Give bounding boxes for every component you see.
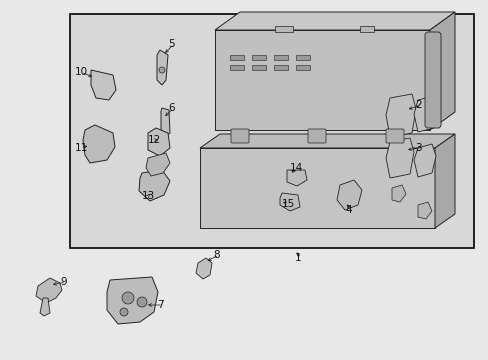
Text: 13: 13 [142,191,155,201]
Polygon shape [434,134,454,228]
Text: 11: 11 [75,143,88,153]
Text: 10: 10 [75,67,88,77]
Polygon shape [161,108,170,136]
Text: 6: 6 [168,103,174,113]
FancyBboxPatch shape [424,32,440,128]
Circle shape [137,297,147,307]
Text: 7: 7 [157,300,163,310]
Polygon shape [146,153,170,176]
Polygon shape [91,70,116,100]
Polygon shape [385,94,415,137]
Polygon shape [196,258,212,279]
Polygon shape [385,138,413,178]
Circle shape [120,308,128,316]
Text: 9: 9 [60,277,66,287]
Circle shape [159,67,164,73]
Polygon shape [417,202,431,219]
Polygon shape [286,170,306,186]
Polygon shape [413,96,437,132]
Bar [70,14,473,248]
Polygon shape [391,185,405,202]
Polygon shape [148,128,170,156]
FancyBboxPatch shape [385,129,403,143]
Text: 8: 8 [213,250,219,260]
Polygon shape [413,144,435,177]
Polygon shape [36,278,62,303]
Bar [229,65,244,70]
Polygon shape [280,193,299,211]
FancyBboxPatch shape [307,129,325,143]
Text: 3: 3 [414,143,421,153]
Polygon shape [429,12,454,130]
Polygon shape [83,125,115,163]
Bar [251,65,265,70]
Bar [273,55,287,60]
Polygon shape [215,30,429,130]
Polygon shape [40,298,50,316]
Circle shape [122,292,134,304]
Bar [295,65,309,70]
Bar [200,148,434,228]
Bar [273,65,287,70]
Text: 1: 1 [294,253,301,263]
FancyBboxPatch shape [230,129,248,143]
Text: 12: 12 [148,135,161,145]
Polygon shape [139,170,170,201]
Bar [295,55,309,60]
Text: 15: 15 [282,199,295,209]
Bar [251,55,265,60]
Bar [359,26,373,32]
Text: 14: 14 [289,163,303,173]
Polygon shape [200,134,454,148]
Polygon shape [107,277,158,324]
Bar [229,55,244,60]
Polygon shape [157,50,168,85]
Text: 4: 4 [345,205,351,215]
Bar [274,26,292,32]
Polygon shape [336,180,361,210]
Polygon shape [215,12,454,30]
Text: 5: 5 [168,39,174,49]
Text: 2: 2 [414,100,421,110]
